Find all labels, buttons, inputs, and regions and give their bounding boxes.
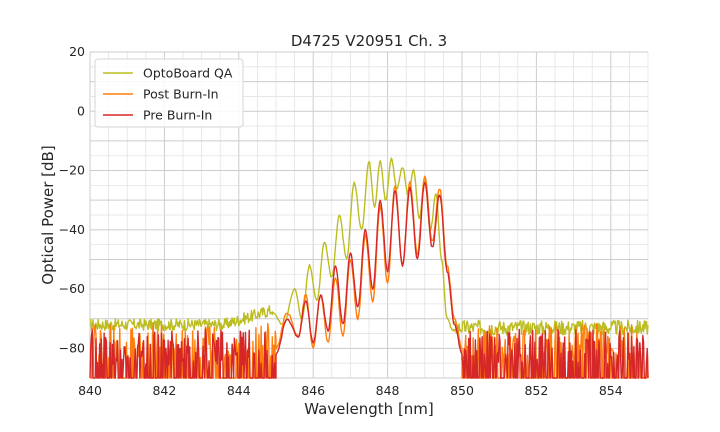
series-line-pre-burn-in: [89, 181, 649, 379]
x-tick-label: 848: [376, 383, 400, 398]
legend-label: Post Burn-In: [143, 87, 219, 102]
x-tick-label: 842: [152, 383, 176, 398]
y-axis-label: Optical Power [dB]: [39, 145, 57, 284]
y-tick-label: 0: [77, 103, 85, 118]
legend-label: Pre Burn-In: [143, 108, 212, 123]
y-tick-label: −80: [59, 340, 85, 355]
y-tick-label: −20: [59, 163, 85, 178]
x-tick-labels: 840 842 844 846 848 850 852 854: [78, 383, 623, 398]
y-tick-label: −60: [59, 281, 85, 296]
series-layer: [89, 157, 649, 379]
x-tick-label: 840: [78, 383, 102, 398]
legend: OptoBoard QA Post Burn-In Pre Burn-In: [94, 58, 244, 128]
x-tick-label: 846: [301, 383, 325, 398]
chart-title: D4725 V20951 Ch. 3: [291, 32, 447, 50]
x-axis-label: Wavelength [nm]: [304, 400, 434, 418]
legend-label: OptoBoard QA: [143, 66, 233, 81]
y-tick-label: 20: [69, 44, 85, 59]
legend-box: [94, 58, 244, 128]
y-tick-label: −40: [59, 222, 85, 237]
x-tick-label: 844: [227, 383, 251, 398]
x-tick-label: 854: [599, 383, 623, 398]
x-tick-label: 852: [524, 383, 548, 398]
y-tick-labels: 20 0 −20 −40 −60 −80: [59, 44, 85, 355]
x-tick-label: 850: [450, 383, 474, 398]
